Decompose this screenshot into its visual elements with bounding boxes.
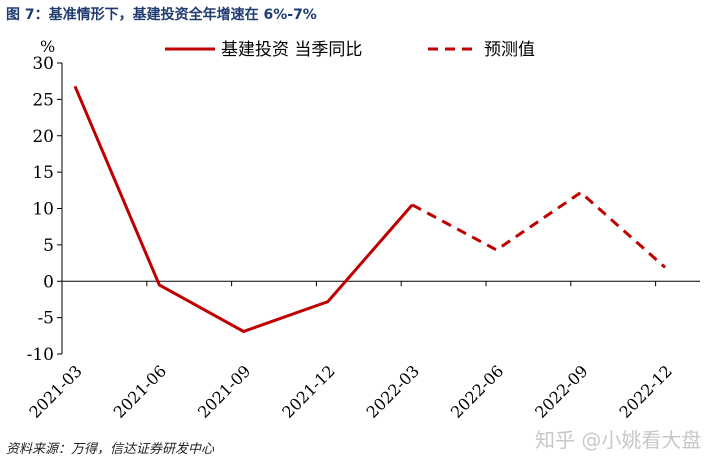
y-tick-label: 10 (32, 200, 54, 220)
y-tick-label: 30 (32, 54, 54, 74)
y-tick-label: 15 (32, 163, 54, 183)
legend-label-forecast: 预测值 (484, 40, 535, 60)
y-axis-unit: % (40, 37, 55, 56)
y-tick-label: 25 (32, 90, 54, 110)
series-line-0 (73, 85, 414, 334)
legend-label-actual: 基建投资 当季同比 (221, 40, 362, 60)
y-tick-label: 20 (32, 127, 54, 147)
x-tick-label: 2022-09 (531, 361, 591, 421)
source-note: 资料来源：万得，信达证券研发中心 (6, 442, 215, 457)
x-tick-label: 2021-12 (278, 361, 338, 421)
x-tick-label: 2021-09 (194, 361, 254, 421)
x-tick-label: 2021-06 (110, 361, 170, 421)
chart-title: 图 7：基准情形下，基建投资全年增速在 6%-7% (6, 7, 317, 23)
y-tick-label: 0 (43, 272, 54, 292)
y-tick-label: 5 (43, 236, 54, 256)
y-tick-label: -10 (27, 345, 54, 365)
x-tick-label: 2021-03 (25, 361, 85, 421)
x-tick-label: 2022-03 (363, 361, 423, 421)
watermark: 知乎 @小姚看大盘 (535, 428, 702, 452)
series-line-1 (411, 190, 667, 269)
x-tick-label: 2022-12 (615, 361, 675, 421)
x-tick-label: 2022-06 (447, 361, 507, 421)
y-tick-label: -5 (37, 309, 54, 329)
